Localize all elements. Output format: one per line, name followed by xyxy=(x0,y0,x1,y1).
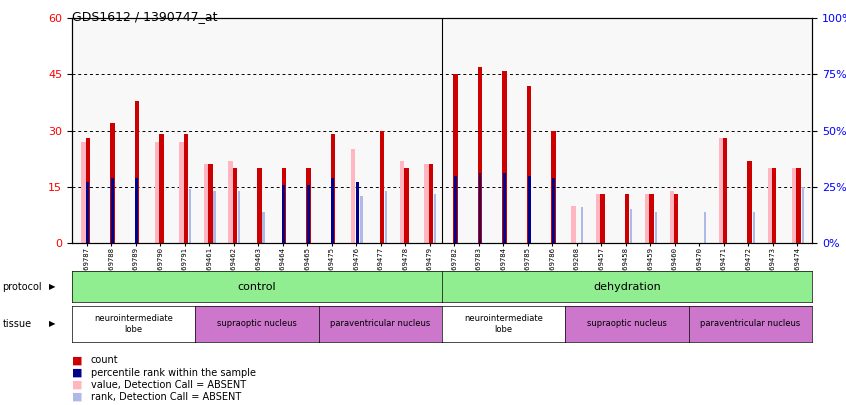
Bar xyxy=(625,194,629,243)
Text: ■: ■ xyxy=(72,356,82,365)
Bar xyxy=(552,178,555,243)
Bar xyxy=(429,164,433,243)
Bar xyxy=(360,196,363,243)
Text: ▶: ▶ xyxy=(49,320,56,328)
Bar xyxy=(262,211,265,243)
Bar xyxy=(404,168,409,243)
Text: ■: ■ xyxy=(72,380,82,390)
Bar xyxy=(257,168,261,243)
Bar xyxy=(110,123,114,243)
Bar xyxy=(674,194,678,243)
Text: ■: ■ xyxy=(72,368,82,377)
Bar xyxy=(233,168,237,243)
Bar xyxy=(307,185,310,243)
Bar xyxy=(453,75,458,243)
Bar xyxy=(351,149,355,243)
Bar xyxy=(213,191,216,243)
Bar xyxy=(189,189,191,243)
Bar xyxy=(385,191,387,243)
Bar xyxy=(571,206,576,243)
Bar xyxy=(772,168,777,243)
Text: rank, Detection Call = ABSENT: rank, Detection Call = ABSENT xyxy=(91,392,241,402)
Bar xyxy=(645,194,650,243)
Bar xyxy=(669,191,674,243)
Bar xyxy=(282,168,286,243)
Bar xyxy=(81,142,85,243)
Bar xyxy=(704,211,706,243)
Bar xyxy=(748,160,752,243)
Text: ■: ■ xyxy=(72,392,82,402)
Text: neurointermediate
lobe: neurointermediate lobe xyxy=(94,314,173,334)
Bar xyxy=(479,173,481,243)
Bar xyxy=(400,160,404,243)
Text: supraoptic nucleus: supraoptic nucleus xyxy=(217,320,297,328)
Text: protocol: protocol xyxy=(3,281,42,292)
Text: control: control xyxy=(238,281,277,292)
Bar xyxy=(655,211,657,243)
Text: tissue: tissue xyxy=(3,319,31,329)
Bar xyxy=(527,86,531,243)
Text: dehydration: dehydration xyxy=(593,281,661,292)
Bar xyxy=(581,207,584,243)
Text: paraventricular nucleus: paraventricular nucleus xyxy=(330,320,431,328)
Text: percentile rank within the sample: percentile rank within the sample xyxy=(91,368,255,377)
Bar xyxy=(503,173,506,243)
Bar xyxy=(767,168,772,243)
Bar xyxy=(179,142,184,243)
Bar xyxy=(792,168,796,243)
Bar xyxy=(434,194,437,243)
Text: supraoptic nucleus: supraoptic nucleus xyxy=(587,320,667,328)
Bar xyxy=(478,67,482,243)
Bar xyxy=(111,178,114,243)
Bar xyxy=(135,178,139,243)
Bar xyxy=(380,130,384,243)
Bar xyxy=(454,176,457,243)
Bar xyxy=(802,187,804,243)
Bar xyxy=(331,134,335,243)
Bar xyxy=(650,194,654,243)
Text: GDS1612 / 1390747_at: GDS1612 / 1390747_at xyxy=(72,10,217,23)
Bar xyxy=(159,134,163,243)
Bar xyxy=(135,100,139,243)
Bar xyxy=(601,194,605,243)
Bar xyxy=(528,176,530,243)
Bar xyxy=(596,194,601,243)
Text: ▶: ▶ xyxy=(49,282,56,291)
Bar xyxy=(155,142,159,243)
Bar xyxy=(718,138,723,243)
Bar xyxy=(184,134,188,243)
Bar xyxy=(356,182,359,243)
Bar xyxy=(552,130,556,243)
Bar xyxy=(86,182,90,243)
Bar xyxy=(630,209,633,243)
Bar xyxy=(228,160,233,243)
Text: value, Detection Call = ABSENT: value, Detection Call = ABSENT xyxy=(91,380,245,390)
Text: paraventricular nucleus: paraventricular nucleus xyxy=(700,320,800,328)
Bar xyxy=(283,185,285,243)
Text: count: count xyxy=(91,356,118,365)
Bar xyxy=(332,178,334,243)
Bar xyxy=(238,191,240,243)
Bar xyxy=(753,211,755,243)
Bar xyxy=(204,164,208,243)
Bar xyxy=(208,164,212,243)
Bar xyxy=(306,168,310,243)
Text: neurointermediate
lobe: neurointermediate lobe xyxy=(464,314,543,334)
Bar xyxy=(425,164,429,243)
Bar xyxy=(85,138,90,243)
Bar xyxy=(723,138,728,243)
Bar xyxy=(796,168,801,243)
Bar xyxy=(503,71,507,243)
